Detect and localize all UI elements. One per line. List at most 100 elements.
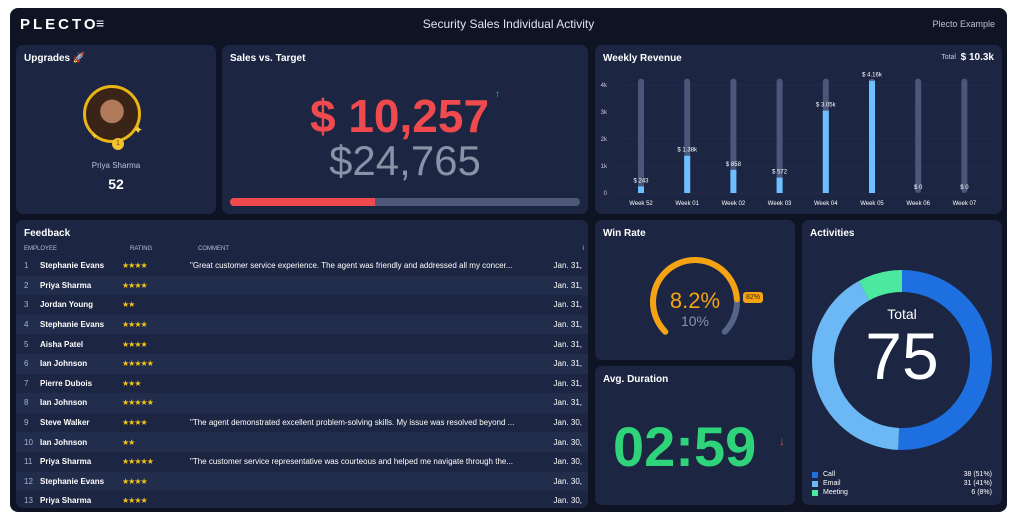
donut-segment[interactable]	[812, 270, 992, 450]
rating-stars: ★★★★★	[122, 457, 154, 467]
table-row[interactable]: 4 Stephanie Evans ★★★★ Jan. 31,	[16, 314, 588, 335]
employee-name: Priya Sharma	[40, 457, 92, 467]
row-number: 5	[24, 339, 29, 349]
date: Jan. 30,	[549, 432, 588, 452]
bar	[776, 177, 783, 193]
date: Jan. 31,	[549, 353, 588, 374]
row-number: 13	[24, 496, 33, 506]
table-row[interactable]: 13 Priya Sharma ★★★★ Jan. 30,	[16, 491, 588, 508]
bar	[638, 186, 644, 193]
legend-item[interactable]: Meeting 6 (8%)	[812, 488, 992, 497]
bar	[684, 155, 691, 193]
win-rate-value: 8.2%	[669, 288, 721, 313]
legend-swatch	[812, 480, 818, 487]
sparkle-icon: ✦	[133, 123, 144, 137]
data-label: $ 572	[772, 170, 788, 176]
data-label: $ 0	[960, 185, 969, 191]
x-tick-label: Week 07	[953, 201, 977, 207]
win-rate-badge: 82%	[743, 292, 764, 303]
legend-item[interactable]: Email 31 (41%)	[812, 479, 992, 488]
hamburger-icon[interactable]: ≡	[96, 15, 105, 31]
comment	[190, 491, 550, 508]
data-label: $ 1.38k	[677, 148, 698, 154]
comment	[190, 295, 550, 315]
employee-name: Priya Sharma	[40, 496, 92, 506]
legend-swatch	[812, 489, 818, 496]
panel-title: Feedback	[24, 228, 71, 239]
sales-progress-fill	[230, 198, 375, 206]
donut-segment[interactable]	[812, 270, 992, 450]
table-row[interactable]: 12 Stephanie Evans ★★★★ Jan. 30,	[16, 471, 588, 492]
bar-track	[776, 78, 783, 193]
win-rate-target: 10%	[680, 313, 710, 329]
employee-name: Ian Johnson	[40, 432, 122, 452]
table-row[interactable]: 9 Steve Walker ★★★★ "The agent demonstrated…	[16, 413, 588, 433]
sales-value: $ 10,257 ↑	[222, 89, 588, 143]
date: Jan. 31,	[549, 275, 588, 296]
trend-up-icon: ↑	[495, 89, 501, 100]
y-tick-label: 4k	[601, 83, 608, 89]
column-header-comment[interactable]: COMMENT	[198, 246, 229, 252]
row-number: 11	[24, 457, 33, 467]
table-row[interactable]: 7 Pierre Dubois ★★★ Jan. 31,	[16, 374, 588, 394]
table-row[interactable]: 2 Priya Sharma ★★★★ Jan. 31,	[16, 275, 588, 296]
sales-value-text: $ 10,257	[309, 90, 490, 142]
row-number: 2	[16, 275, 40, 296]
legend-swatch	[812, 471, 818, 478]
date: Jan. 30,	[553, 418, 582, 428]
date: Jan. 30,	[553, 457, 582, 467]
employee-name: Ian Johnson	[40, 393, 122, 413]
row-number: 10	[16, 432, 40, 452]
rating-stars: ★★★★	[122, 261, 148, 271]
comment: "Great customer service experience. The …	[190, 261, 513, 271]
weekly-revenue-chart: 0 1k 2k 3k 4k $ 243 Week 52 $ 1.38k Week 01 $ 858…	[601, 73, 993, 207]
donut-total-label: Total	[887, 306, 917, 322]
column-header-employee[interactable]: EMPLOYEE	[24, 246, 58, 252]
row-number: 9	[24, 418, 29, 428]
legend-item[interactable]: Call 38 (51%)	[812, 470, 992, 479]
plecto-logo[interactable]: PLECTO	[20, 16, 99, 33]
employee-name: Stephanie Evans	[40, 471, 122, 492]
table-row[interactable]: 6 Ian Johnson ★★★★★ Jan. 31,	[16, 353, 588, 374]
total-label: Total	[941, 54, 956, 61]
account-name[interactable]: Plecto Example	[932, 19, 995, 29]
upgrades-panel: Upgrades 🚀 ✦ ✦ 1 Priya Sharma 52	[16, 45, 216, 214]
rating-stars: ★★★	[122, 378, 142, 388]
bar-track	[638, 78, 644, 193]
comment	[190, 314, 550, 335]
comment	[190, 471, 550, 492]
table-row[interactable]: 8 Ian Johnson ★★★★★ Jan. 31,	[16, 393, 588, 413]
bar	[822, 110, 829, 193]
rating-stars: ★★★★	[122, 275, 190, 296]
weekly-revenue-panel: Weekly Revenue Total $ 10.3k 0 1k 2k 3k 4k $ …	[595, 45, 1002, 214]
table-row[interactable]: 3 Jordan Young ★★ Jan. 31,	[16, 295, 588, 315]
table-row[interactable]: 10 Ian Johnson ★★ Jan. 30,	[16, 432, 588, 452]
date: Jan. 31,	[553, 378, 582, 388]
table-row[interactable]: 1 Stephanie Evans ★★★★ "Great customer serv…	[16, 256, 588, 276]
comment	[190, 353, 550, 374]
y-tick-label: 2k	[601, 137, 608, 143]
avg-duration-value: 02:59	[613, 415, 757, 478]
column-header-date[interactable]: I	[582, 246, 584, 252]
feedback-panel: Feedback EMPLOYEE RATING COMMENT I 1 Step…	[16, 220, 588, 508]
table-row[interactable]: 11 Priya Sharma ★★★★★ "The customer service…	[16, 452, 588, 472]
sparkle-icon: ✦	[91, 131, 99, 141]
row-number: 7	[24, 378, 29, 388]
table-row[interactable]: 5 Aisha Patel ★★★★ Jan. 31,	[16, 334, 588, 354]
rating-stars: ★★★★	[122, 339, 148, 349]
date: Jan. 30,	[553, 496, 582, 506]
row-number: 12	[16, 471, 40, 492]
comment	[190, 374, 550, 394]
data-label: $ 243	[633, 178, 649, 184]
employee-name: Aisha Patel	[40, 339, 84, 349]
bar	[730, 169, 737, 193]
x-tick-label: Week 04	[814, 201, 838, 207]
activities-legend: Call 38 (51%) Email 31 (41%) Meeting 6 (8%)	[812, 470, 992, 497]
column-header-rating[interactable]: RATING	[130, 246, 153, 252]
rating-stars: ★★★★	[122, 496, 148, 506]
panel-title: Avg. Duration	[603, 374, 669, 385]
donut-total-value: 75	[865, 319, 939, 393]
x-tick-label: Week 05	[860, 201, 884, 207]
dashboard-title: Security Sales Individual Activity	[422, 17, 595, 31]
sales-progress-bar	[230, 198, 580, 206]
